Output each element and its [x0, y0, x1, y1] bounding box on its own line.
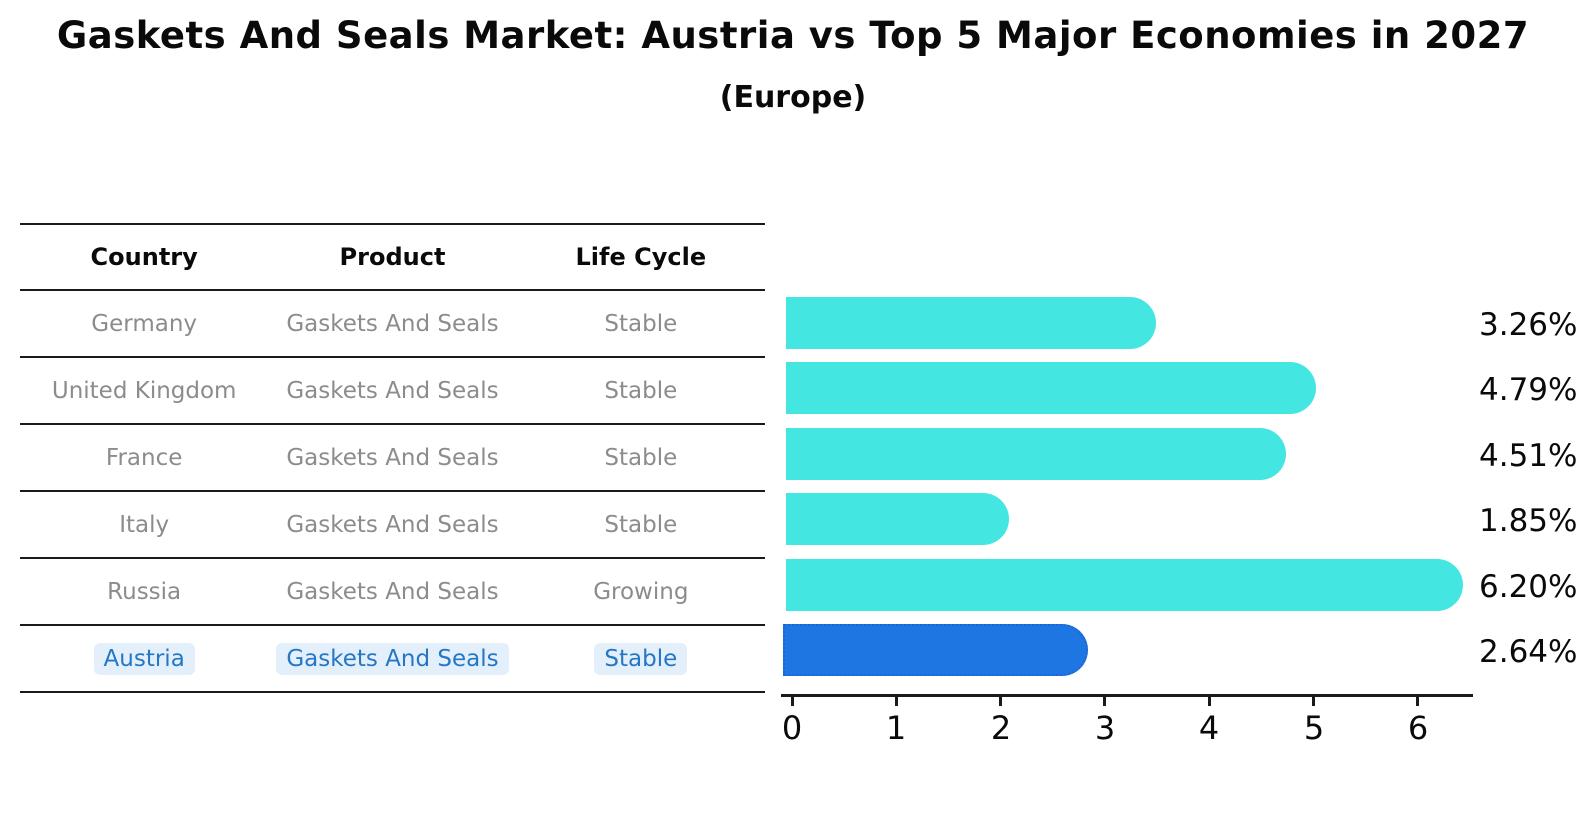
product-cell-text: Gaskets And Seals — [276, 642, 509, 675]
country-cell: United Kingdom — [20, 378, 268, 404]
x-tick-mark-6 — [1416, 697, 1419, 706]
product-cell-text: Gaskets And Seals — [286, 578, 499, 605]
life-cycle-cell: Stable — [517, 311, 765, 337]
x-tick-label-0: 0 — [781, 709, 803, 747]
bar-germany — [786, 297, 1156, 349]
x-tick-mark-1 — [895, 697, 898, 706]
life-cycle-cell-text: Stable — [604, 511, 678, 538]
life-cycle-cell-text: Stable — [604, 444, 678, 471]
product-cell: Gaskets And Seals — [268, 445, 516, 471]
country-cell: Russia — [20, 579, 268, 605]
product-cell-text: Gaskets And Seals — [286, 444, 499, 471]
chart-title: Gaskets And Seals Market: Austria vs Top… — [56, 14, 1530, 57]
product-cell: Gaskets And Seals — [268, 378, 516, 404]
bar-united-kingdom — [786, 362, 1316, 414]
table-row-germany: Germany Gaskets And Seals Stable — [20, 291, 765, 358]
x-tick-label-6: 6 — [1407, 709, 1429, 747]
country-cell-text: Italy — [119, 511, 170, 538]
x-tick-mark-0 — [791, 697, 794, 706]
life-cycle-cell: Stable — [517, 642, 765, 675]
value-label-russia: 6.20% — [1479, 569, 1578, 605]
country-cell-text: United Kingdom — [51, 377, 237, 404]
x-tick-mark-4 — [1208, 697, 1211, 706]
product-cell: Gaskets And Seals — [268, 579, 516, 605]
life-cycle-cell: Stable — [517, 512, 765, 538]
bar-france — [786, 428, 1286, 480]
x-tick-mark-2 — [999, 697, 1002, 706]
product-cell-text: Gaskets And Seals — [286, 377, 499, 404]
value-label-germany: 3.26% — [1479, 307, 1578, 343]
product-cell: Gaskets And Seals — [268, 512, 516, 538]
bar-austria — [783, 624, 1088, 676]
table-row-austria: Austria Gaskets And Seals Stable — [20, 626, 765, 693]
x-tick-label-4: 4 — [1198, 709, 1220, 747]
life-cycle-cell-text: Stable — [594, 642, 688, 675]
x-tick-label-5: 5 — [1303, 709, 1325, 747]
table-row-italy: Italy Gaskets And Seals Stable — [20, 492, 765, 559]
life-cycle-cell-text: Stable — [604, 377, 678, 404]
column-header-life-cycle: Life Cycle — [575, 243, 707, 271]
life-cycle-cell: Stable — [517, 445, 765, 471]
table-row-france: France Gaskets And Seals Stable — [20, 425, 765, 492]
table-row-russia: Russia Gaskets And Seals Growing — [20, 559, 765, 626]
product-cell-text: Gaskets And Seals — [286, 511, 499, 538]
table-body: Germany Gaskets And Seals Stable United Kin… — [20, 291, 765, 693]
country-cell: Austria — [20, 642, 268, 675]
life-cycle-cell: Stable — [517, 378, 765, 404]
bar-italy — [786, 493, 1009, 545]
life-cycle-cell: Growing — [517, 579, 765, 605]
country-cell: Germany — [20, 311, 268, 337]
country-cell-text: Austria — [93, 642, 195, 675]
table-header-row: Country Product Life Cycle — [20, 225, 765, 291]
value-label-france: 4.51% — [1479, 438, 1578, 474]
life-cycle-cell-text: Growing — [593, 578, 689, 605]
product-cell-text: Gaskets And Seals — [286, 310, 499, 337]
column-header-product: Product — [339, 243, 446, 271]
x-tick-mark-3 — [1103, 697, 1106, 706]
x-tick-mark-5 — [1312, 697, 1315, 706]
x-axis-line — [781, 694, 1473, 697]
country-cell: France — [20, 445, 268, 471]
table-row-united-kingdom: United Kingdom Gaskets And Seals Stable — [20, 358, 765, 425]
product-cell: Gaskets And Seals — [268, 311, 516, 337]
chart-subtitle: (Europe) — [719, 80, 867, 115]
life-cycle-cell-text: Stable — [604, 310, 678, 337]
x-tick-label-3: 3 — [1094, 709, 1116, 747]
bar-russia — [786, 559, 1463, 611]
value-label-united-kingdom: 4.79% — [1479, 372, 1578, 408]
country-cell-text: Russia — [107, 578, 182, 605]
x-tick-label-2: 2 — [990, 709, 1012, 747]
country-cell-text: Germany — [91, 310, 198, 337]
country-cell: Italy — [20, 512, 268, 538]
x-tick-label-1: 1 — [885, 709, 907, 747]
country-table: Country Product Life Cycle Germany Gasket… — [20, 223, 765, 693]
value-label-italy: 1.85% — [1479, 503, 1578, 539]
country-cell-text: France — [105, 444, 183, 471]
column-header-country: Country — [90, 243, 198, 271]
value-label-austria: 2.64% — [1479, 634, 1578, 670]
product-cell: Gaskets And Seals — [268, 642, 516, 675]
